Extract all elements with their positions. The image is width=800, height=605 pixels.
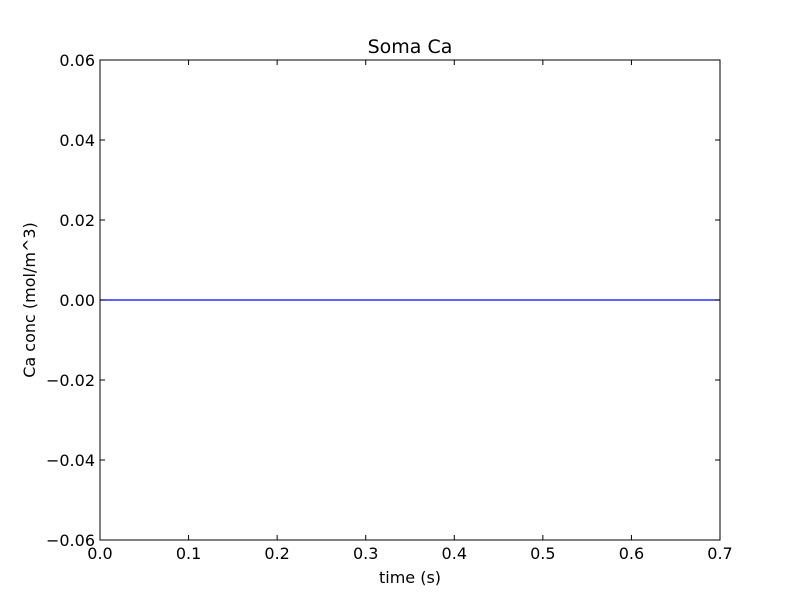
ticks-layer: 0.0 0.1 0.2 0.3 0.4 0.5 0.6 0.7 −0.06 −0.04 −0.02 0… bbox=[46, 51, 733, 563]
x-tick-label: 0.7 bbox=[707, 544, 732, 563]
x-tick-label: 0.2 bbox=[264, 544, 289, 563]
x-tick-label: 0.4 bbox=[442, 544, 467, 563]
chart-title: Soma Ca bbox=[368, 36, 453, 58]
y-tick-label: −0.06 bbox=[46, 531, 95, 550]
y-tick-label: −0.04 bbox=[46, 451, 95, 470]
y-axis-label: Ca conc (mol/m^3) bbox=[20, 222, 39, 378]
y-tick-label: 0.02 bbox=[59, 211, 95, 230]
x-axis-label: time (s) bbox=[379, 568, 441, 587]
y-tick-label: −0.02 bbox=[46, 371, 95, 390]
x-tick-label: 0.0 bbox=[87, 544, 112, 563]
x-tick-label: 0.5 bbox=[530, 544, 555, 563]
y-tick-label: 0.04 bbox=[59, 131, 95, 150]
y-tick-label: 0.00 bbox=[59, 291, 95, 310]
x-tick-label: 0.1 bbox=[176, 544, 201, 563]
x-tick-label: 0.3 bbox=[353, 544, 378, 563]
y-tick-label: 0.06 bbox=[59, 51, 95, 70]
plot-area-frame bbox=[99, 59, 721, 541]
x-tick-label: 0.6 bbox=[619, 544, 644, 563]
